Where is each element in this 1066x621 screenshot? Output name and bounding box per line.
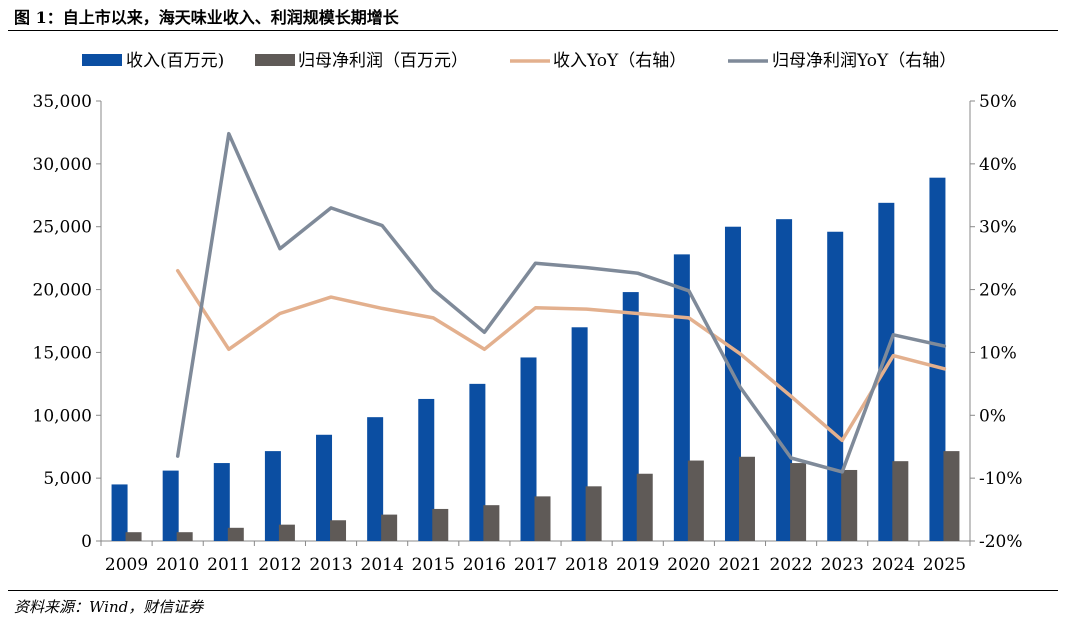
right-axis-tick-label: 10%: [979, 343, 1017, 363]
profit-yoy-line: [175, 131, 947, 474]
revenue-yoy-line: [175, 268, 947, 443]
right-axis-tick-label: 20%: [979, 281, 1017, 301]
chart-lines: [175, 131, 947, 474]
x-axis-tick-label: 2022: [769, 555, 812, 575]
profit-bar: [892, 461, 909, 541]
revenue-bar: [469, 383, 486, 541]
profit-bar: [738, 456, 755, 541]
legend-label-revenue-yoy: 收入YoY（右轴）: [553, 51, 686, 71]
right-axis-tick-label: 30%: [979, 218, 1017, 238]
x-axis-tick-label: 2017: [514, 555, 557, 575]
left-axis-tick-label: 30,000: [33, 155, 92, 175]
revenue-bar: [776, 219, 793, 541]
revenue-bar: [520, 357, 537, 541]
profit-bar: [636, 473, 653, 541]
left-axis-tick-label: 5,000: [43, 469, 92, 489]
profit-bar: [432, 508, 449, 541]
legend-swatch-revenue: [82, 54, 122, 66]
legend-label-profit: 归母净利润（百万元）: [298, 51, 468, 71]
top-rule: [8, 30, 1058, 31]
bottom-rule: [8, 590, 1058, 591]
profit-bar: [841, 469, 858, 541]
x-axis-tick-label: 2018: [565, 555, 608, 575]
profit-bar: [687, 460, 704, 541]
x-axis-tick-label: 2020: [667, 555, 710, 575]
profit-bar: [330, 520, 347, 541]
x-axis-tick-label: 2013: [309, 555, 352, 575]
revenue-bar: [878, 202, 895, 542]
revenue-bar: [162, 470, 179, 541]
revenue-bar: [929, 177, 946, 541]
revenue-bar: [673, 254, 690, 541]
x-axis-tick-label: 2016: [463, 555, 506, 575]
left-axis-tick-label: 10,000: [33, 406, 92, 426]
revenue-bar: [111, 484, 128, 541]
left-axis-tick-label: 15,000: [33, 343, 92, 363]
x-axis-tick-label: 2025: [923, 555, 966, 575]
x-axis-tick-label: 2019: [616, 555, 659, 575]
right-axis-tick-label: 0%: [979, 406, 1006, 426]
revenue-bar: [418, 398, 435, 541]
right-axis-tick-label: -10%: [979, 469, 1023, 489]
profit-bar: [278, 524, 295, 541]
right-axis-tick-label: 40%: [979, 155, 1017, 175]
revenue-bar: [622, 292, 639, 541]
revenue-bar: [316, 434, 333, 541]
profit-bar: [790, 463, 807, 541]
x-axis-tick-label: 2010: [156, 555, 199, 575]
x-axis-tick-label: 2009: [105, 555, 148, 575]
right-axis-tick-label: 50%: [979, 92, 1017, 112]
x-axis-tick-label: 2012: [258, 555, 301, 575]
x-axis-tick-label: 2023: [821, 555, 864, 575]
legend-label-revenue: 收入(百万元): [126, 51, 224, 71]
x-axis-tick-label: 2015: [412, 555, 455, 575]
profit-bar: [125, 532, 142, 541]
x-axis-tick-label: 2011: [207, 555, 250, 575]
x-axis-tick-label: 2021: [718, 555, 761, 575]
profit-bar: [585, 486, 602, 541]
right-axis-tick-label: -20%: [979, 532, 1023, 552]
left-axis-tick-label: 20,000: [33, 281, 92, 301]
figure-title: 图 1：自上市以来，海天味业收入、利润规模长期增长: [14, 8, 399, 27]
revenue-bar: [571, 327, 588, 541]
chart-legend: 收入(百万元) 归母净利润（百万元） 收入YoY（右轴） 归母净利润YoY（右轴…: [82, 51, 956, 71]
revenue-bar: [724, 226, 741, 541]
left-axis-tick-label: 25,000: [33, 218, 92, 238]
profit-bar: [943, 451, 960, 541]
source-note: 资料来源：Wind，财信证券: [14, 598, 204, 616]
profit-bar: [381, 514, 398, 541]
left-axis-tick-label: 0: [81, 532, 92, 552]
x-axis-tick-label: 2024: [872, 555, 915, 575]
x-axis-tick-label: 2014: [361, 555, 404, 575]
revenue-profit-chart: 收入(百万元) 归母净利润（百万元） 收入YoY（右轴） 归母净利润YoY（右轴…: [33, 51, 1023, 575]
revenue-bar: [367, 417, 384, 541]
chart-bars: [111, 177, 960, 542]
revenue-bar: [264, 451, 281, 541]
revenue-bar: [827, 231, 844, 541]
profit-bar: [227, 527, 244, 541]
chart-axes: 0 5,000 10,000 15,000 20,000 25,000 30,000 35,0…: [33, 92, 1023, 575]
revenue-bar: [213, 463, 230, 541]
profit-bar: [534, 496, 551, 541]
left-axis-tick-label: 35,000: [33, 92, 92, 112]
legend-swatch-profit: [255, 54, 295, 66]
legend-label-profit-yoy: 归母净利润YoY（右轴）: [772, 51, 956, 71]
profit-bar: [483, 505, 500, 541]
profit-bar: [176, 532, 193, 541]
